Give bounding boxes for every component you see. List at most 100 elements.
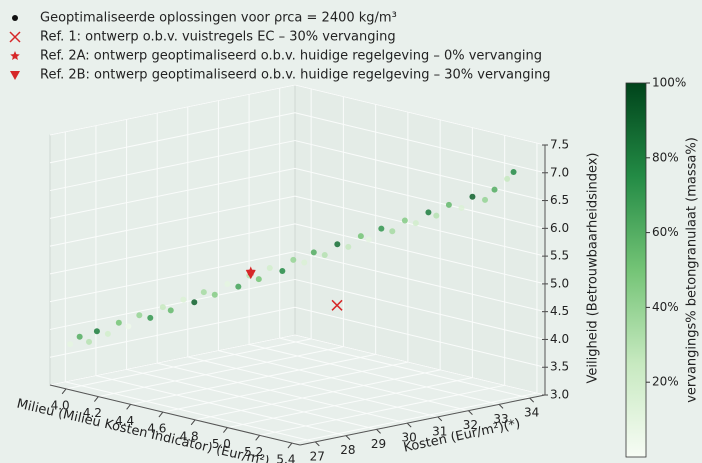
x-tick: [287, 442, 293, 449]
point: [211, 291, 218, 298]
grid-line: [49, 306, 296, 358]
point: [290, 256, 297, 263]
y-tick-label: 30: [402, 431, 417, 445]
grid-line: [126, 368, 377, 430]
point: [334, 241, 341, 248]
legend-marker: [9, 31, 21, 43]
x-tick-label: 4.6: [147, 422, 166, 436]
grid-line: [65, 381, 316, 443]
point: [504, 175, 511, 182]
z-tick-label: 4.5: [550, 304, 569, 318]
point: [104, 330, 111, 337]
x-tick-label: 5.0: [212, 437, 231, 451]
grid-line: [248, 343, 500, 405]
x-tick: [126, 404, 132, 410]
y-tick: [314, 441, 320, 447]
x-tick-label: 4.8: [180, 429, 199, 443]
grid-line: [279, 337, 530, 399]
z-tick-label: 5.5: [550, 249, 569, 263]
point: [412, 220, 419, 227]
legend-label: Ref. 2B: ontwerp geoptimaliseerd o.b.v. …: [40, 68, 551, 83]
point: [167, 307, 174, 314]
legend-marker: [10, 51, 20, 61]
y-tick-label: 27: [310, 449, 325, 463]
grid-line: [294, 306, 546, 368]
grid-line: [227, 377, 473, 429]
grid-line: [294, 167, 546, 229]
legend-label: Ref. 1: ontwerp o.b.v. vuistregels EC – …: [40, 30, 396, 45]
grid-line: [294, 223, 546, 285]
point: [245, 270, 256, 280]
axis-line: [49, 384, 301, 446]
y-tick-label: 29: [371, 437, 386, 451]
z-axis-label: Veiligheid (Betrouwbaarheidsindex): [586, 153, 601, 384]
z-tick-label: 7.5: [550, 138, 569, 152]
point: [469, 193, 476, 200]
x-tick-label: 4.2: [83, 406, 102, 420]
z-tick-label: 3.0: [550, 388, 569, 402]
y-tick-label: 28: [340, 443, 355, 457]
point: [125, 323, 132, 330]
point: [321, 252, 328, 259]
grid-line: [98, 346, 344, 398]
point: [345, 243, 352, 250]
y-tick: [345, 435, 351, 440]
y-tick-label: 32: [463, 418, 478, 432]
legend-marker: [12, 15, 18, 21]
point: [86, 338, 93, 345]
grid-line: [130, 353, 376, 405]
grid-line: [294, 195, 546, 257]
point: [224, 280, 231, 287]
grid-line: [294, 251, 546, 313]
z-tick-label: 4.0: [550, 332, 569, 346]
legend-label: Ref. 2A: ontwerp geoptimaliseerd o.b.v. …: [40, 49, 542, 64]
point: [200, 289, 207, 296]
grid-line: [294, 334, 546, 396]
point: [310, 249, 317, 256]
x-tick: [190, 419, 196, 426]
grid-line: [49, 223, 296, 275]
y-tick-label: 34: [524, 406, 539, 420]
point: [378, 225, 385, 232]
colorbar-label: vervangings% betongranulaat (massa%): [685, 137, 700, 403]
point: [458, 204, 465, 211]
point: [365, 236, 372, 243]
point: [115, 319, 122, 326]
grid-line: [259, 384, 505, 436]
z-tick-label: 7.0: [550, 165, 569, 179]
point: [301, 259, 308, 266]
grid-line: [162, 361, 409, 413]
z-tick-label: 3.5: [550, 360, 569, 374]
point: [357, 233, 364, 240]
point: [266, 264, 273, 271]
z-tick-label: 5.0: [550, 276, 569, 290]
grid-line: [294, 112, 546, 174]
legend-label: Geoptimaliseerde oplossingen voor ρrca =…: [40, 11, 397, 26]
y-tick: [498, 404, 504, 409]
y-tick: [376, 429, 381, 434]
grid-line: [157, 362, 408, 424]
x-tick-label: 5.4: [276, 453, 295, 463]
x-tick-label: 4.0: [51, 398, 70, 412]
point: [433, 212, 440, 219]
grid-line: [49, 140, 296, 192]
grid-line: [95, 375, 347, 437]
grid-line: [49, 334, 296, 386]
x-tick: [223, 427, 228, 433]
grid-line: [49, 167, 296, 219]
grid-line: [294, 140, 546, 202]
y-tick-label: 33: [493, 412, 508, 426]
point: [255, 276, 262, 283]
grid-line: [66, 338, 312, 390]
x-tick: [61, 388, 67, 395]
point: [401, 217, 408, 224]
y-tick: [437, 416, 443, 422]
point: [67, 341, 74, 348]
x-tick-label: 4.4: [115, 414, 134, 428]
grid-line: [49, 251, 296, 303]
point: [159, 304, 166, 311]
x-tick-label: 5.2: [244, 445, 263, 459]
point: [279, 268, 286, 275]
point: [76, 333, 83, 340]
